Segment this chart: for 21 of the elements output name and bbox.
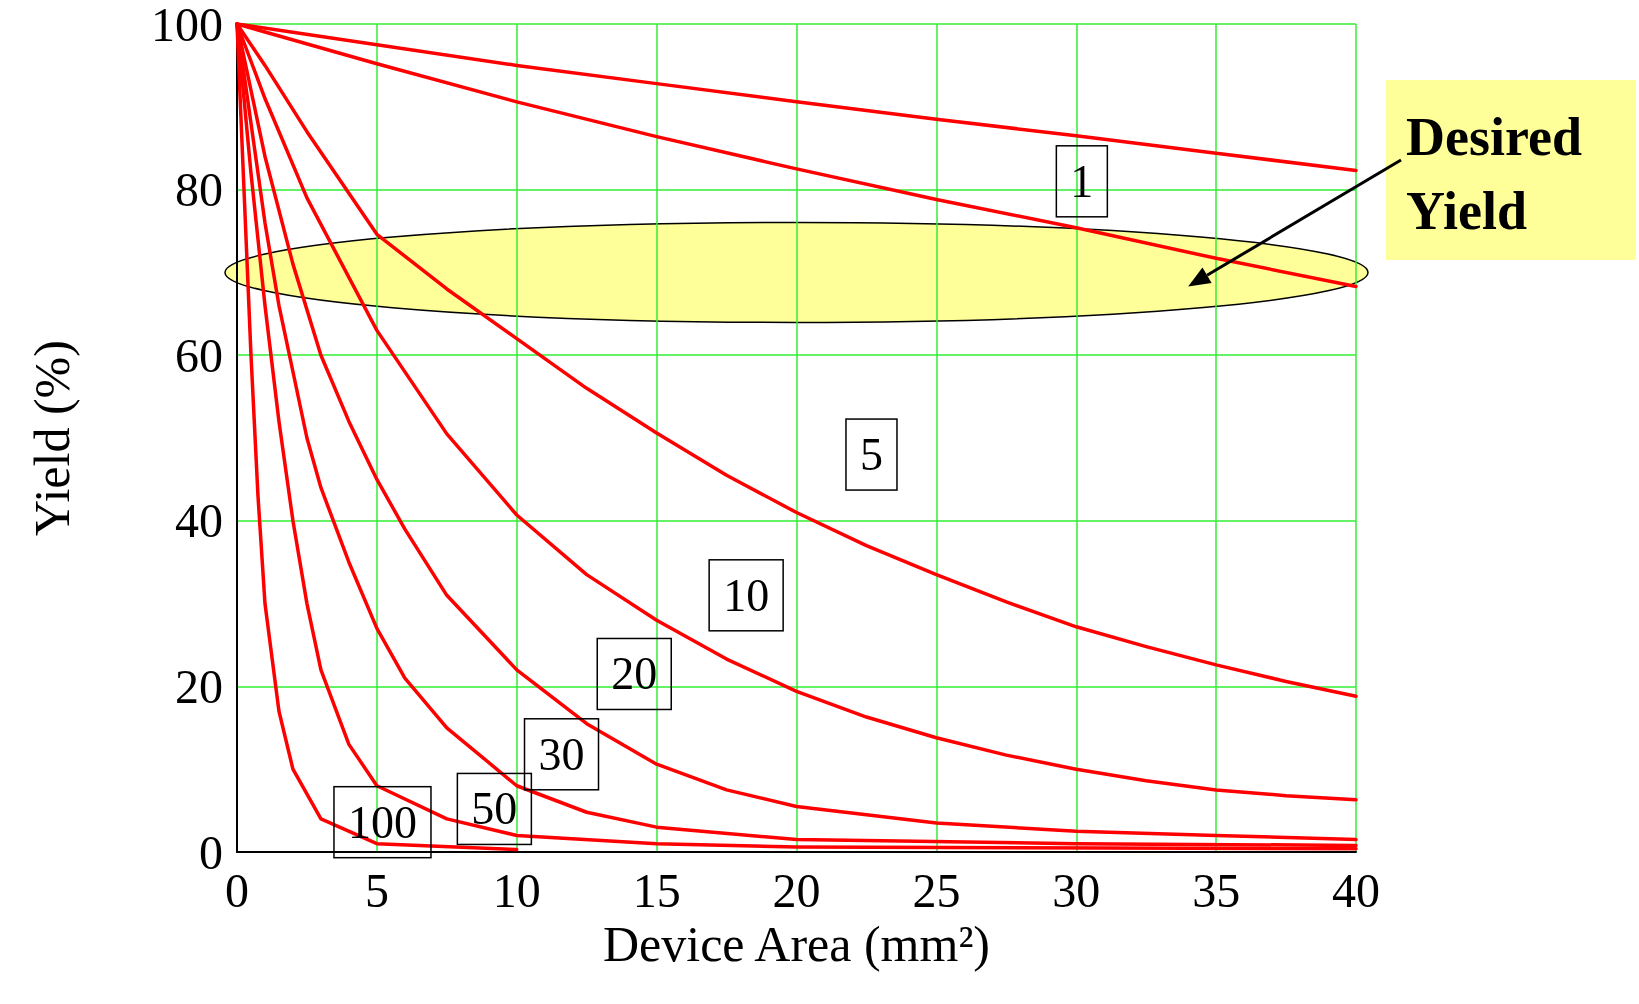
series-label: 50 <box>471 783 518 835</box>
series-label: 30 <box>538 728 585 780</box>
y-axis-title: Yield (%) <box>24 340 80 536</box>
x-tick-label: 15 <box>632 863 681 917</box>
series-label: 5 <box>859 429 883 481</box>
y-tick-label: 60 <box>175 328 223 382</box>
series-label: 10 <box>723 569 770 621</box>
x-axis-title: Device Area (mm²) <box>602 915 991 972</box>
y-tick-label: 80 <box>175 163 223 217</box>
y-tick-label: 100 <box>151 0 223 51</box>
text: Desired Yield <box>1406 107 1582 241</box>
x-tick-label: 25 <box>912 863 961 917</box>
x-tick-label: 30 <box>1052 863 1101 917</box>
x-tick-label: 40 <box>1332 863 1380 917</box>
y-tick-label: 40 <box>175 494 223 548</box>
x-tick-label: 35 <box>1192 863 1241 917</box>
y-tick-label: 20 <box>175 659 223 713</box>
y-tick-label: 0 <box>199 825 223 879</box>
x-tick-label: 20 <box>772 863 821 917</box>
x-tick-label: 5 <box>364 863 389 917</box>
x-tick-label: 10 <box>492 863 541 917</box>
